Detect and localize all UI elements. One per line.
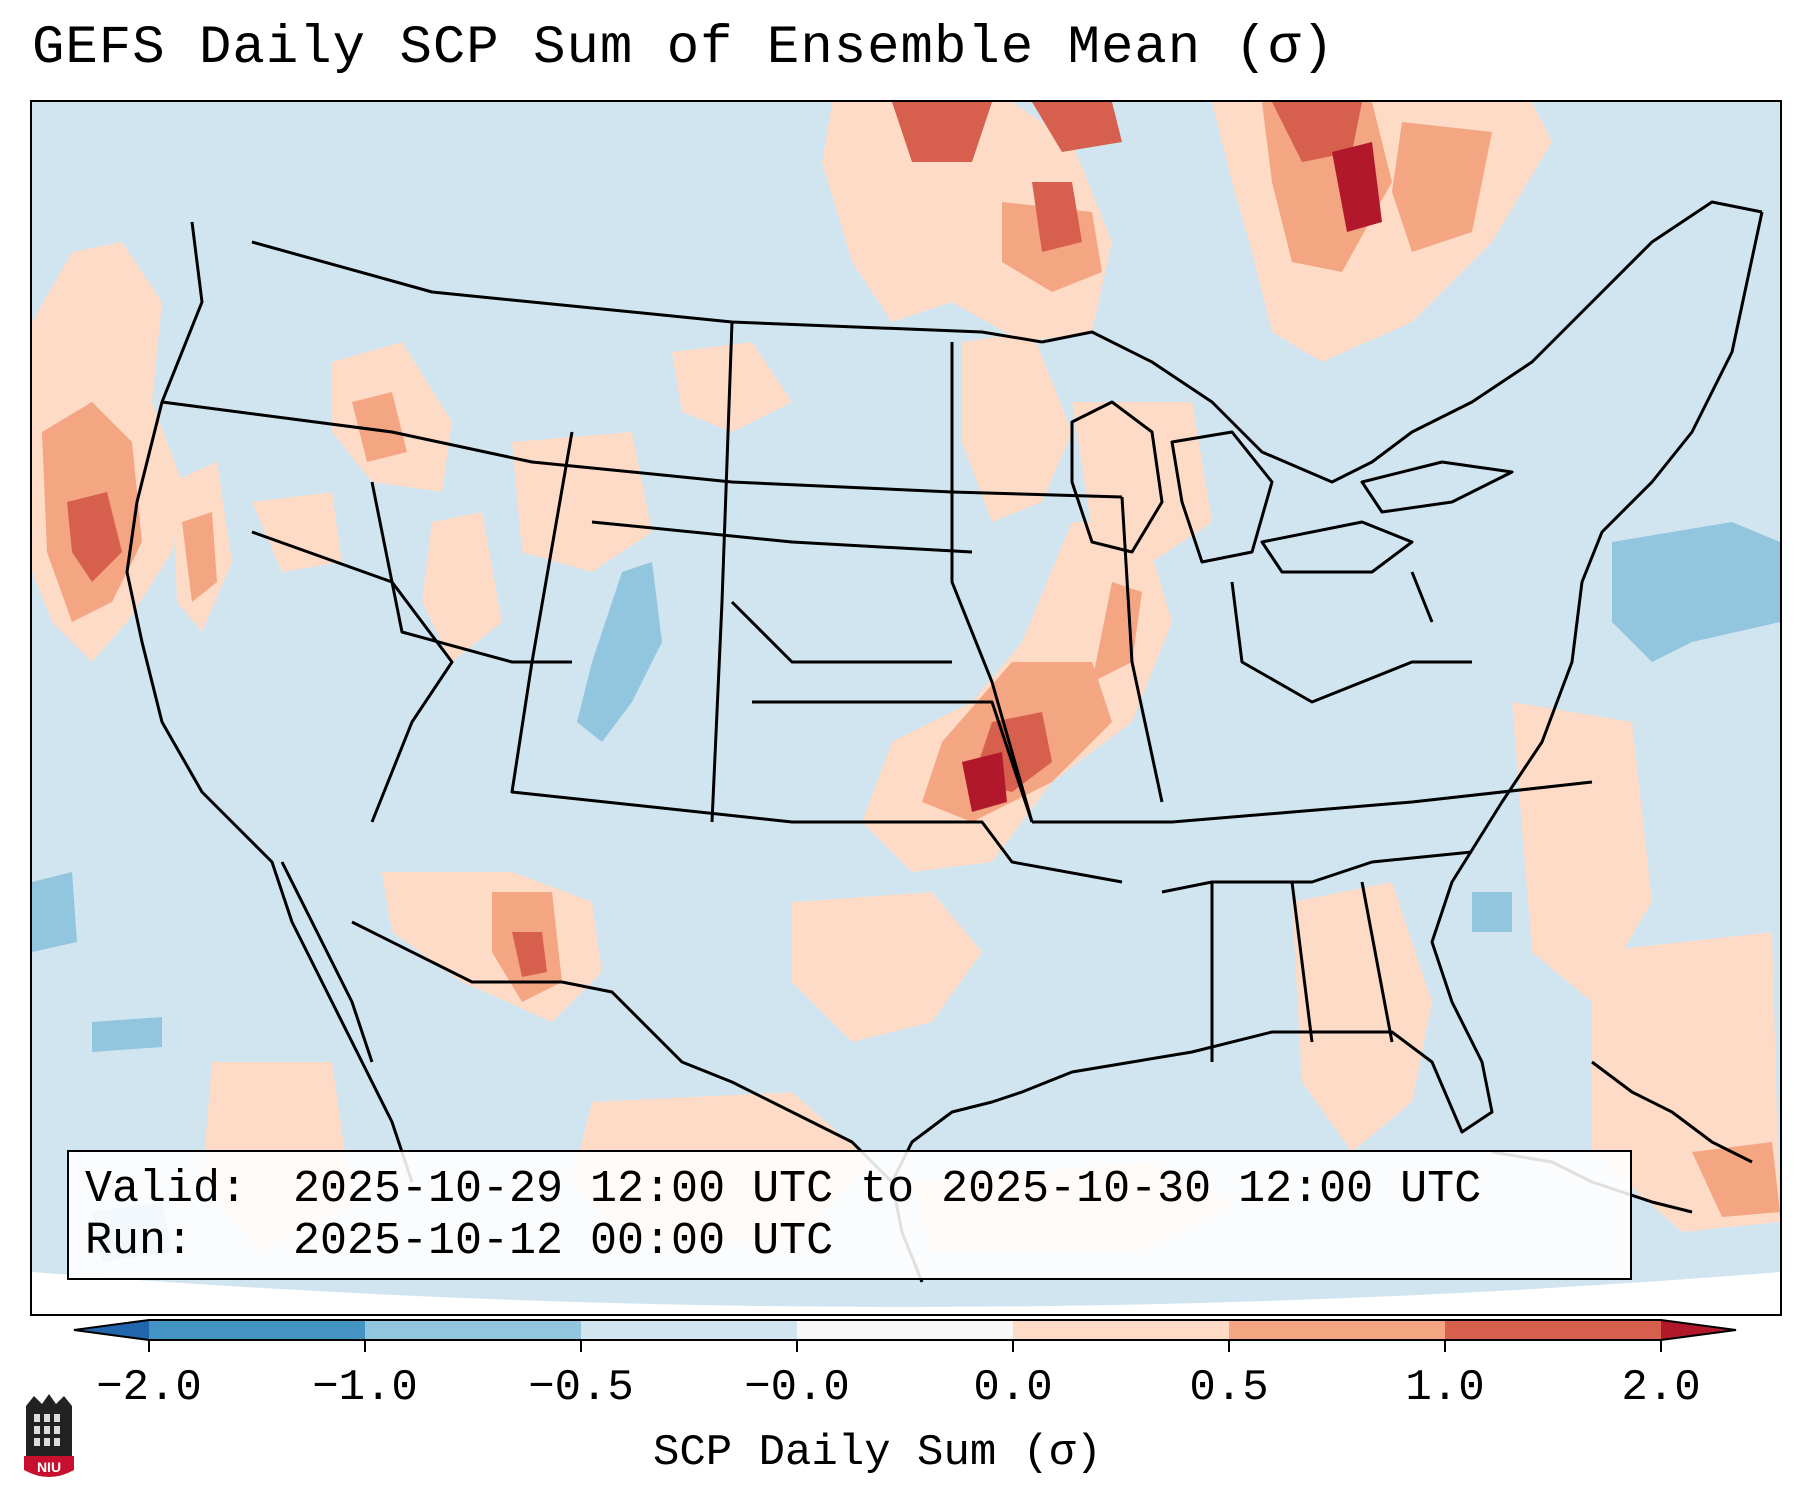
colorbar-tick-label: 2.0	[1621, 1363, 1701, 1413]
colorbar-tick-label: 0.5	[1189, 1363, 1269, 1413]
colorbar-outline	[73, 1319, 1737, 1341]
run-value: 2025-10-12 00:00 UTC	[293, 1216, 834, 1267]
colorbar-tick-label: 0.0	[973, 1363, 1053, 1413]
colorbar-tick-label: 1.0	[1405, 1363, 1485, 1413]
colorbar-bin-5	[1013, 1320, 1229, 1340]
colorbar-tick-marks	[148, 1340, 1662, 1352]
valid-value: 2025-10-29 12:00 UTC to 2025-10-30 12:00…	[293, 1164, 1482, 1215]
projection-edge	[32, 1272, 1780, 1314]
valid-label: Valid:	[85, 1164, 248, 1215]
map-title: GEFS Daily SCP Sum of Ensemble Mean (σ)	[32, 18, 1335, 79]
colorbar-extend-high	[1661, 1320, 1736, 1340]
colorbar-label: SCP Daily Sum (σ)	[653, 1428, 1102, 1478]
map-panel	[30, 100, 1782, 1316]
valid-line: Valid: 2025-10-29 12:00 UTC to 2025-10-30…	[85, 1164, 1481, 1215]
niu-logo: NIU	[24, 1394, 74, 1477]
colorbar-tick-label: −0.5	[528, 1363, 634, 1413]
colorbar-extend-low	[74, 1320, 149, 1340]
run-label: Run:	[85, 1216, 194, 1267]
niu-logo-text: NIU	[37, 1459, 61, 1475]
colorbar-bin-2	[365, 1320, 581, 1340]
colorbar-tick-label: −0.0	[744, 1363, 850, 1413]
boundary-lines	[125, 200, 1764, 1283]
run-line: Run: 2025-10-12 00:00 UTC	[85, 1216, 833, 1267]
scp-anomaly-field	[32, 102, 1780, 1262]
colorbar-bin-7	[1445, 1320, 1661, 1340]
colorbar-bin-3	[581, 1320, 797, 1340]
colorbar-bin-4	[797, 1320, 1013, 1340]
valid-run-info-box: Valid: 2025-10-29 12:00 UTC to 2025-10-30…	[67, 1150, 1632, 1280]
scp-map	[32, 102, 1780, 1314]
colorbar-bin-1	[149, 1320, 365, 1340]
colorbar-tick-label: −2.0	[96, 1363, 202, 1413]
colorbar-bin-6	[1229, 1320, 1445, 1340]
colorbar-tick-label: −1.0	[312, 1363, 418, 1413]
